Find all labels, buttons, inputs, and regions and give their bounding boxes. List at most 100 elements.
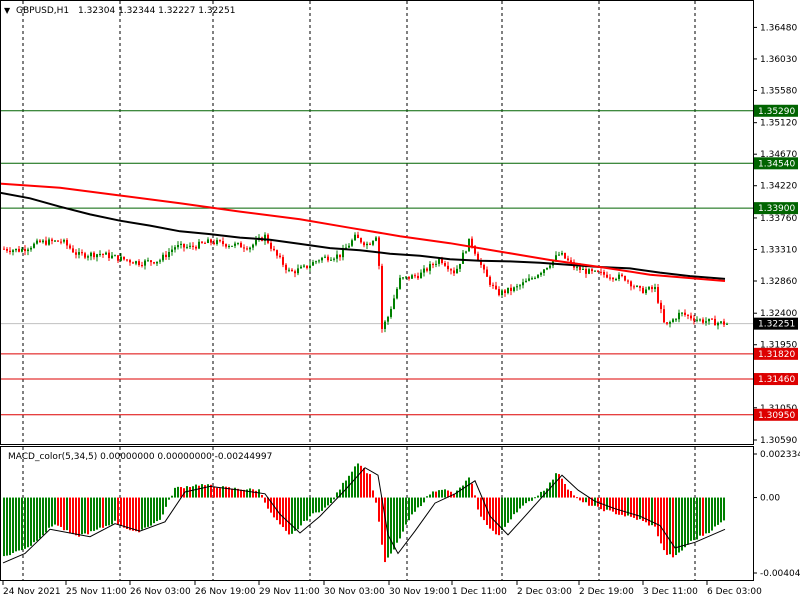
macd-bar bbox=[429, 494, 431, 498]
macd-bar bbox=[234, 487, 236, 498]
candle-body bbox=[501, 290, 503, 296]
candle-body bbox=[567, 258, 569, 261]
macd-bar bbox=[195, 484, 197, 498]
candle-body bbox=[624, 275, 626, 281]
candle-body bbox=[348, 245, 350, 248]
macd-bar bbox=[81, 497, 83, 535]
macd-bar bbox=[675, 497, 677, 556]
macd-bar bbox=[408, 497, 410, 521]
candle bbox=[186, 244, 188, 250]
price-tick-label: 1.31950 bbox=[760, 341, 797, 351]
price-tick-label: 1.36480 bbox=[760, 23, 797, 33]
macd-bar bbox=[159, 497, 161, 520]
candle bbox=[177, 241, 179, 250]
candle bbox=[288, 267, 290, 273]
candle-body bbox=[678, 312, 680, 320]
candle-body bbox=[225, 244, 227, 247]
candle bbox=[507, 287, 509, 295]
candle-body bbox=[345, 247, 347, 249]
candle bbox=[171, 245, 173, 256]
macd-bar bbox=[84, 497, 86, 534]
candle-body bbox=[462, 252, 464, 264]
level-label-box bbox=[754, 104, 798, 117]
candle-body bbox=[42, 240, 44, 243]
candle-body bbox=[291, 269, 293, 272]
macd-bar bbox=[15, 497, 17, 552]
macd-bar bbox=[372, 490, 374, 498]
candle-body bbox=[45, 240, 47, 245]
macd-bar bbox=[375, 497, 377, 503]
price-tick-label: 1.33760 bbox=[760, 214, 797, 224]
macd-bar bbox=[708, 497, 710, 534]
candle bbox=[528, 274, 530, 282]
symbol-dropdown-icon[interactable]: ▼ bbox=[4, 6, 11, 15]
candle bbox=[678, 309, 680, 323]
candle bbox=[468, 238, 470, 252]
candle-body bbox=[618, 274, 620, 280]
candle bbox=[84, 251, 86, 260]
candle bbox=[366, 241, 368, 250]
candle bbox=[303, 264, 305, 268]
candle-body bbox=[9, 250, 11, 253]
candle-body bbox=[711, 318, 713, 320]
candle-body bbox=[657, 287, 659, 303]
candle-body bbox=[132, 262, 134, 264]
macd-pane[interactable]: 0.0023344 0.00 -0.004044 bbox=[2, 447, 800, 580]
candle bbox=[300, 264, 302, 269]
macd-bar bbox=[360, 465, 362, 498]
price-pane[interactable]: 1.36480 1.36030 1.35580 1.35120 1.34670 1.342… bbox=[0, 1, 798, 446]
level-label: 1.31820 bbox=[758, 350, 795, 360]
level-label: 1.31460 bbox=[758, 375, 795, 385]
candle bbox=[720, 321, 722, 325]
candle-body bbox=[246, 248, 248, 250]
macd-bar bbox=[27, 497, 29, 548]
candle bbox=[510, 284, 512, 296]
candle-body bbox=[279, 255, 281, 258]
candle-body bbox=[123, 256, 125, 260]
candle bbox=[537, 274, 539, 279]
candle-body bbox=[483, 264, 485, 270]
candle bbox=[111, 251, 113, 260]
candle bbox=[90, 251, 92, 261]
candle-body bbox=[186, 246, 188, 248]
macd-bar bbox=[147, 497, 149, 527]
candle bbox=[96, 253, 98, 262]
candle-body bbox=[546, 267, 548, 270]
macd-bar bbox=[105, 497, 107, 526]
candle bbox=[696, 316, 698, 323]
macd-bar bbox=[6, 497, 8, 556]
candle-body bbox=[714, 318, 716, 326]
macd-bar bbox=[294, 497, 296, 531]
candle-body bbox=[48, 239, 50, 245]
candle bbox=[426, 267, 428, 273]
macd-bar bbox=[366, 473, 368, 498]
macd-bar bbox=[540, 491, 542, 498]
candle-body bbox=[87, 256, 89, 258]
macd-bar bbox=[474, 495, 476, 498]
candle-body bbox=[18, 248, 20, 252]
candle bbox=[609, 274, 611, 281]
candle bbox=[531, 276, 533, 280]
macd-bar bbox=[606, 497, 608, 510]
candle-body bbox=[645, 289, 647, 294]
macd-bar bbox=[525, 497, 527, 504]
candle bbox=[183, 243, 185, 252]
macd-bar bbox=[132, 497, 134, 531]
candle bbox=[318, 259, 320, 264]
candle bbox=[492, 282, 494, 289]
candle-body bbox=[564, 252, 566, 259]
macd-bar bbox=[210, 484, 212, 498]
macd-bar bbox=[12, 497, 14, 553]
macd-bar bbox=[75, 497, 77, 536]
level-label: 1.34540 bbox=[758, 159, 795, 169]
candle bbox=[15, 248, 17, 253]
macd-bar bbox=[567, 489, 569, 498]
candle bbox=[588, 268, 590, 275]
candle-body bbox=[363, 242, 365, 246]
candle bbox=[354, 232, 356, 241]
candle-body bbox=[456, 268, 458, 274]
candle bbox=[21, 246, 23, 253]
macd-bar bbox=[279, 497, 281, 525]
macd-bar bbox=[396, 497, 398, 543]
